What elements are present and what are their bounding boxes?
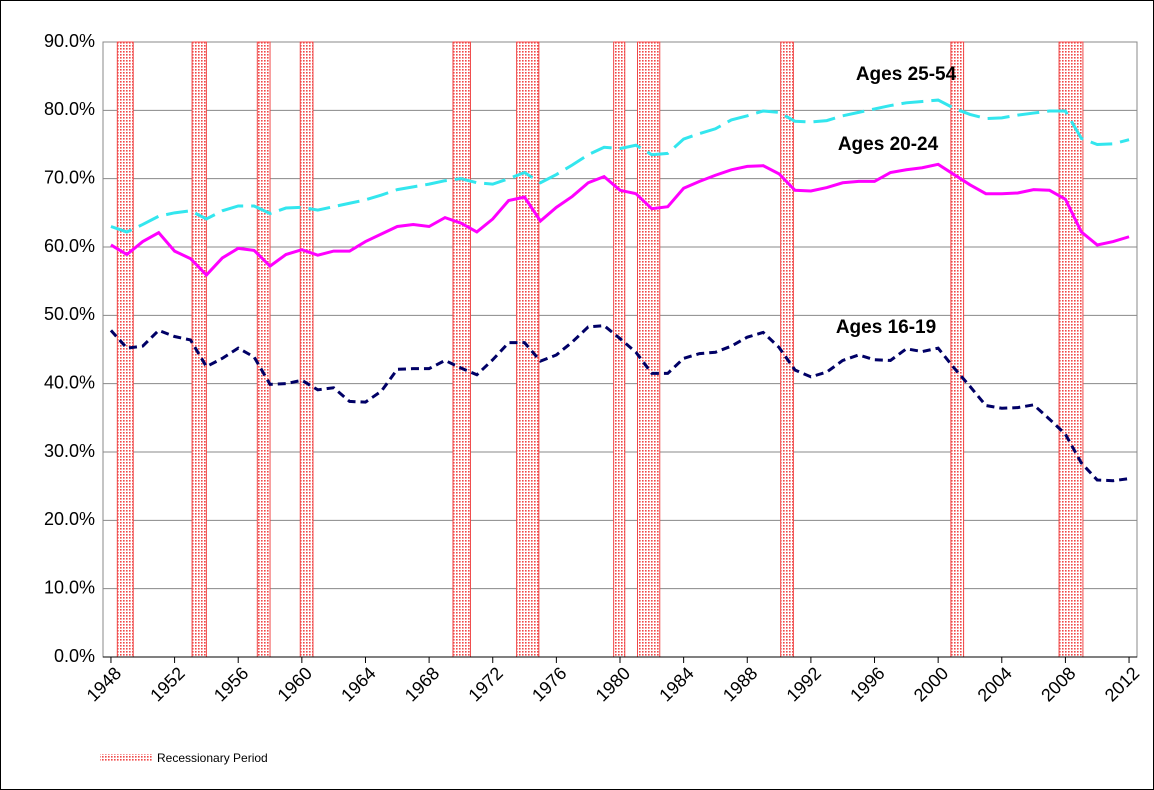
series-label: Ages 25-54 bbox=[856, 64, 957, 85]
y-tick-label: 20.0% bbox=[44, 509, 95, 529]
series-line bbox=[109, 324, 1130, 483]
recession-band bbox=[780, 41, 794, 658]
recession-band bbox=[299, 41, 314, 658]
recession-band bbox=[950, 41, 965, 658]
recession-band bbox=[256, 41, 271, 658]
series-line bbox=[110, 98, 1130, 234]
recession-band bbox=[191, 41, 207, 658]
recession-band bbox=[613, 41, 626, 658]
y-tick-label: 0.0% bbox=[54, 646, 95, 666]
y-tick-label: 90.0% bbox=[44, 31, 95, 51]
y-tick-label: 40.0% bbox=[44, 372, 95, 392]
y-tick-label: 80.0% bbox=[44, 99, 95, 119]
y-tick-label: 50.0% bbox=[44, 304, 95, 324]
recession-band bbox=[452, 41, 471, 658]
recession-band bbox=[116, 41, 134, 658]
series-label: Ages 20-24 bbox=[838, 134, 939, 155]
recession-band bbox=[636, 41, 661, 658]
recession-band bbox=[516, 41, 540, 658]
y-tick-label: 30.0% bbox=[44, 441, 95, 461]
y-tick-label: 70.0% bbox=[44, 167, 95, 187]
series-label: Ages 16-19 bbox=[836, 317, 936, 338]
series-line bbox=[110, 162, 1130, 278]
y-tick-label: 10.0% bbox=[44, 577, 95, 597]
legend-swatch bbox=[100, 754, 152, 762]
y-tick-label: 60.0% bbox=[44, 236, 95, 256]
legend-label: Recessionary Period bbox=[157, 751, 268, 765]
